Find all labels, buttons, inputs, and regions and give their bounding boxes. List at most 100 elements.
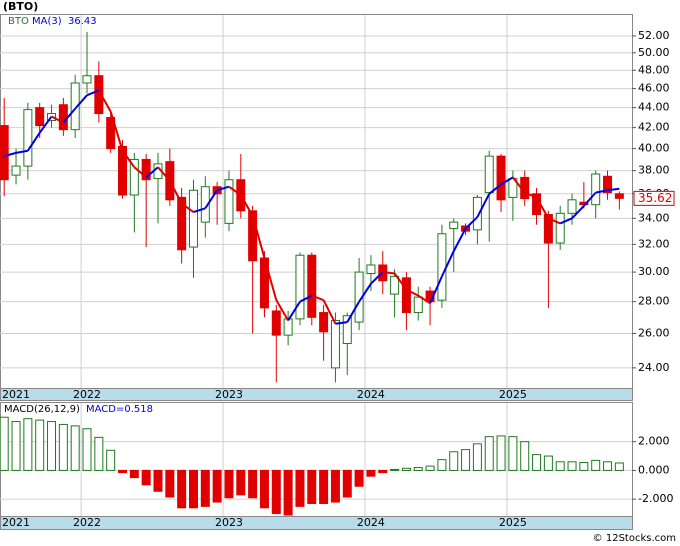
x-tick-label: 2023 <box>215 388 243 401</box>
macd-bar <box>449 451 459 471</box>
date-strip <box>0 388 633 401</box>
candle-body <box>307 254 317 318</box>
candle-body <box>366 264 376 275</box>
legend-entry: MACD(26,12,9) <box>4 404 80 415</box>
ma-line <box>51 115 64 124</box>
candle-body <box>437 233 447 301</box>
y-tick-label: 46.00 <box>638 82 670 95</box>
macd-bar <box>378 469 388 474</box>
macd-bar <box>271 469 281 515</box>
candle-body <box>177 196 187 251</box>
chart-title: (BTO) <box>3 0 38 13</box>
y-tick-label: 34.00 <box>638 211 670 224</box>
ma-line <box>382 271 395 275</box>
candle-body <box>614 193 624 199</box>
y-tick-label: 26.00 <box>638 326 670 339</box>
macd-bar <box>614 462 624 471</box>
candle-body <box>496 155 506 201</box>
macd-bar <box>248 469 258 499</box>
macd-bar <box>295 469 305 507</box>
candle-body <box>82 75 92 84</box>
ma-line <box>370 271 384 285</box>
candle-body <box>70 82 80 131</box>
candle-body <box>11 165 21 176</box>
candle-body <box>35 107 45 127</box>
ma-line <box>97 89 112 113</box>
ma-line <box>133 166 147 179</box>
price-box <box>633 190 675 206</box>
macd-bar <box>11 421 21 471</box>
candle-body <box>591 173 601 206</box>
macd-bar <box>94 436 104 471</box>
macd-bar <box>236 469 246 496</box>
ma-line <box>346 301 360 323</box>
ma-line <box>216 185 230 192</box>
macd-bar <box>555 461 565 471</box>
y-tick-label: 42.00 <box>638 121 670 134</box>
ma-line <box>441 250 455 277</box>
ma-line <box>251 215 266 259</box>
macd-bar <box>47 421 57 471</box>
candle-body <box>94 75 104 115</box>
candle-body <box>330 319 340 369</box>
macd-bar <box>200 469 210 507</box>
candle-body <box>543 214 553 244</box>
y-tick-label: 50.00 <box>638 46 670 59</box>
date-strip <box>0 516 633 530</box>
candle-body <box>555 212 565 244</box>
macd-bar <box>484 436 494 471</box>
macd-bar <box>118 469 127 474</box>
macd-bar <box>437 459 447 471</box>
macd-bar <box>153 469 163 492</box>
ma-line <box>38 115 53 134</box>
ma-line <box>109 111 124 152</box>
macd-bar <box>23 418 33 471</box>
macd-bar <box>307 469 317 504</box>
x-tick-label: 2025 <box>499 516 527 529</box>
ma-line <box>583 191 597 207</box>
macd-bar <box>390 468 400 471</box>
ma-line <box>311 294 324 302</box>
legend-value: 36.43 <box>68 16 97 27</box>
y-tick-label: -2.000 <box>638 492 673 505</box>
macd-bar <box>520 441 530 471</box>
candle-body <box>472 196 482 231</box>
macd-bar <box>0 416 9 471</box>
ma-line <box>595 189 608 194</box>
y-tick-label: 32.00 <box>638 237 670 250</box>
candle-body <box>449 221 459 230</box>
ma-line <box>287 301 301 322</box>
macd-bar <box>425 465 435 471</box>
macd-bar <box>212 469 222 503</box>
ma-line <box>15 149 29 154</box>
candle-body <box>401 277 411 314</box>
marks: 24.0026.0028.0030.0032.0034.0036.0038.00… <box>0 15 675 529</box>
ma-line <box>157 166 171 182</box>
x-tick-label: 2024 <box>357 388 385 401</box>
ma-line <box>322 299 337 325</box>
y-tick-label: 38.00 <box>638 164 670 177</box>
macd-bar <box>224 469 234 499</box>
macd-bar <box>106 449 116 471</box>
y-tick-label: 0.000 <box>638 463 670 476</box>
ma-line <box>168 180 183 204</box>
ma-line <box>512 176 526 194</box>
candle-body <box>484 155 494 194</box>
ma-line <box>62 107 76 124</box>
macd-bar <box>532 454 542 471</box>
macd-bar <box>354 469 364 487</box>
x-tick-label: 2022 <box>73 516 101 529</box>
footer: © 12Stocks.com <box>593 533 676 544</box>
macd-bar <box>129 469 139 479</box>
y-tick-label: 28.00 <box>638 295 670 308</box>
macd-bar <box>319 469 329 504</box>
ma-line <box>275 299 289 321</box>
candle-body <box>603 175 613 194</box>
ma-line <box>193 207 206 214</box>
macd-bar <box>82 428 92 471</box>
candle-body <box>342 315 352 345</box>
candle-body <box>23 109 33 167</box>
y-tick-label: 48.00 <box>638 63 670 76</box>
x-tick-label: 2022 <box>73 388 101 401</box>
candle-body <box>106 117 116 150</box>
